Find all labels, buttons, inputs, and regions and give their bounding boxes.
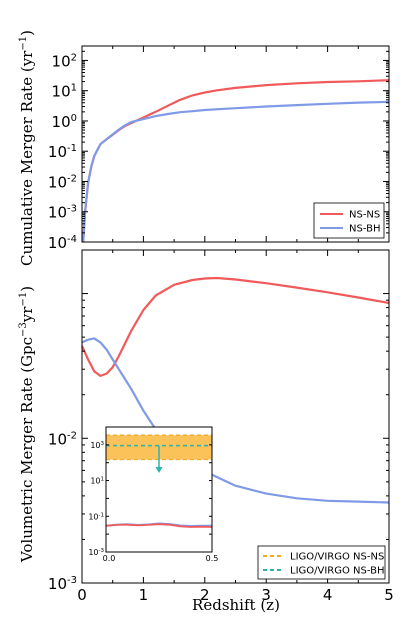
inset-arrow-head — [155, 467, 163, 474]
top-y-tick-label: 100 — [52, 113, 77, 131]
inset-y-tick-label: 10-1 — [88, 512, 104, 521]
bottom-x-tick-label: 2 — [200, 586, 210, 604]
bottom-x-tick-label: 4 — [323, 586, 333, 604]
top-y-tick-label: 101 — [52, 83, 77, 101]
bottom-x-tick-label: 0 — [77, 586, 87, 604]
top-y-tick-label: 102 — [52, 52, 77, 70]
inset-x-tick-label: 0.5 — [206, 554, 219, 563]
bottom-x-tick-label: 5 — [384, 586, 394, 604]
legend-label-ns-ns: NS-NS — [349, 210, 380, 221]
bottom-legend-box — [257, 545, 386, 580]
bottom-x-tick-label: 1 — [139, 586, 149, 604]
bottom-legend: LIGO/VIRGO NS-NS LIGO/VIRGO NS-BH — [257, 545, 386, 580]
inset-y-tick-label: 101 — [90, 477, 104, 486]
top-y-tick-label: 10-1 — [48, 143, 77, 161]
top-panel: 10-4 10-3 10-2 10-1 100 101 102 NS-NS NS-BH — [48, 45, 390, 252]
bottom-y-tick-label: 10-3 — [48, 575, 77, 593]
inset-x-tick-label: 0.0 — [103, 554, 116, 563]
inset-panel: 103 101 10-1 10-30.0 0.5 — [88, 426, 219, 563]
legend-label-ligo-0: LIGO/VIRGO NS-NS — [290, 552, 384, 563]
legend-label-ligo-1: LIGO/VIRGO NS-BH — [290, 566, 385, 577]
top-y-tick-label: 10-4 — [48, 234, 77, 252]
x-axis-label: Redshift (z) — [192, 596, 280, 614]
inset-y-tick-label: 10-3 — [88, 548, 104, 557]
series-line-ns-ns — [105, 523, 213, 528]
top-legend: NS-NS NS-BH — [313, 202, 385, 239]
top-y-tick-label: 10-3 — [48, 204, 77, 222]
bottom-ylabel: Volumetric Merger Rate (Gpc−3yr−1) — [18, 286, 36, 563]
bottom-y-tick-label: 10-2 — [48, 430, 77, 448]
top-ylabel: Cumulative Merger Rate (yr−1) — [18, 30, 36, 266]
legend-label-ns-bh: NS-BH — [349, 224, 380, 235]
inset-y-tick-label: 103 — [90, 441, 104, 450]
top-y-tick-label: 10-2 — [48, 173, 77, 191]
series-line-ns-bh — [82, 100, 390, 243]
series-line-ns-ns — [80, 276, 390, 377]
top-legend-box — [313, 202, 385, 239]
inset-frame — [105, 426, 213, 553]
bottom-x-tick-label: 3 — [261, 586, 271, 604]
